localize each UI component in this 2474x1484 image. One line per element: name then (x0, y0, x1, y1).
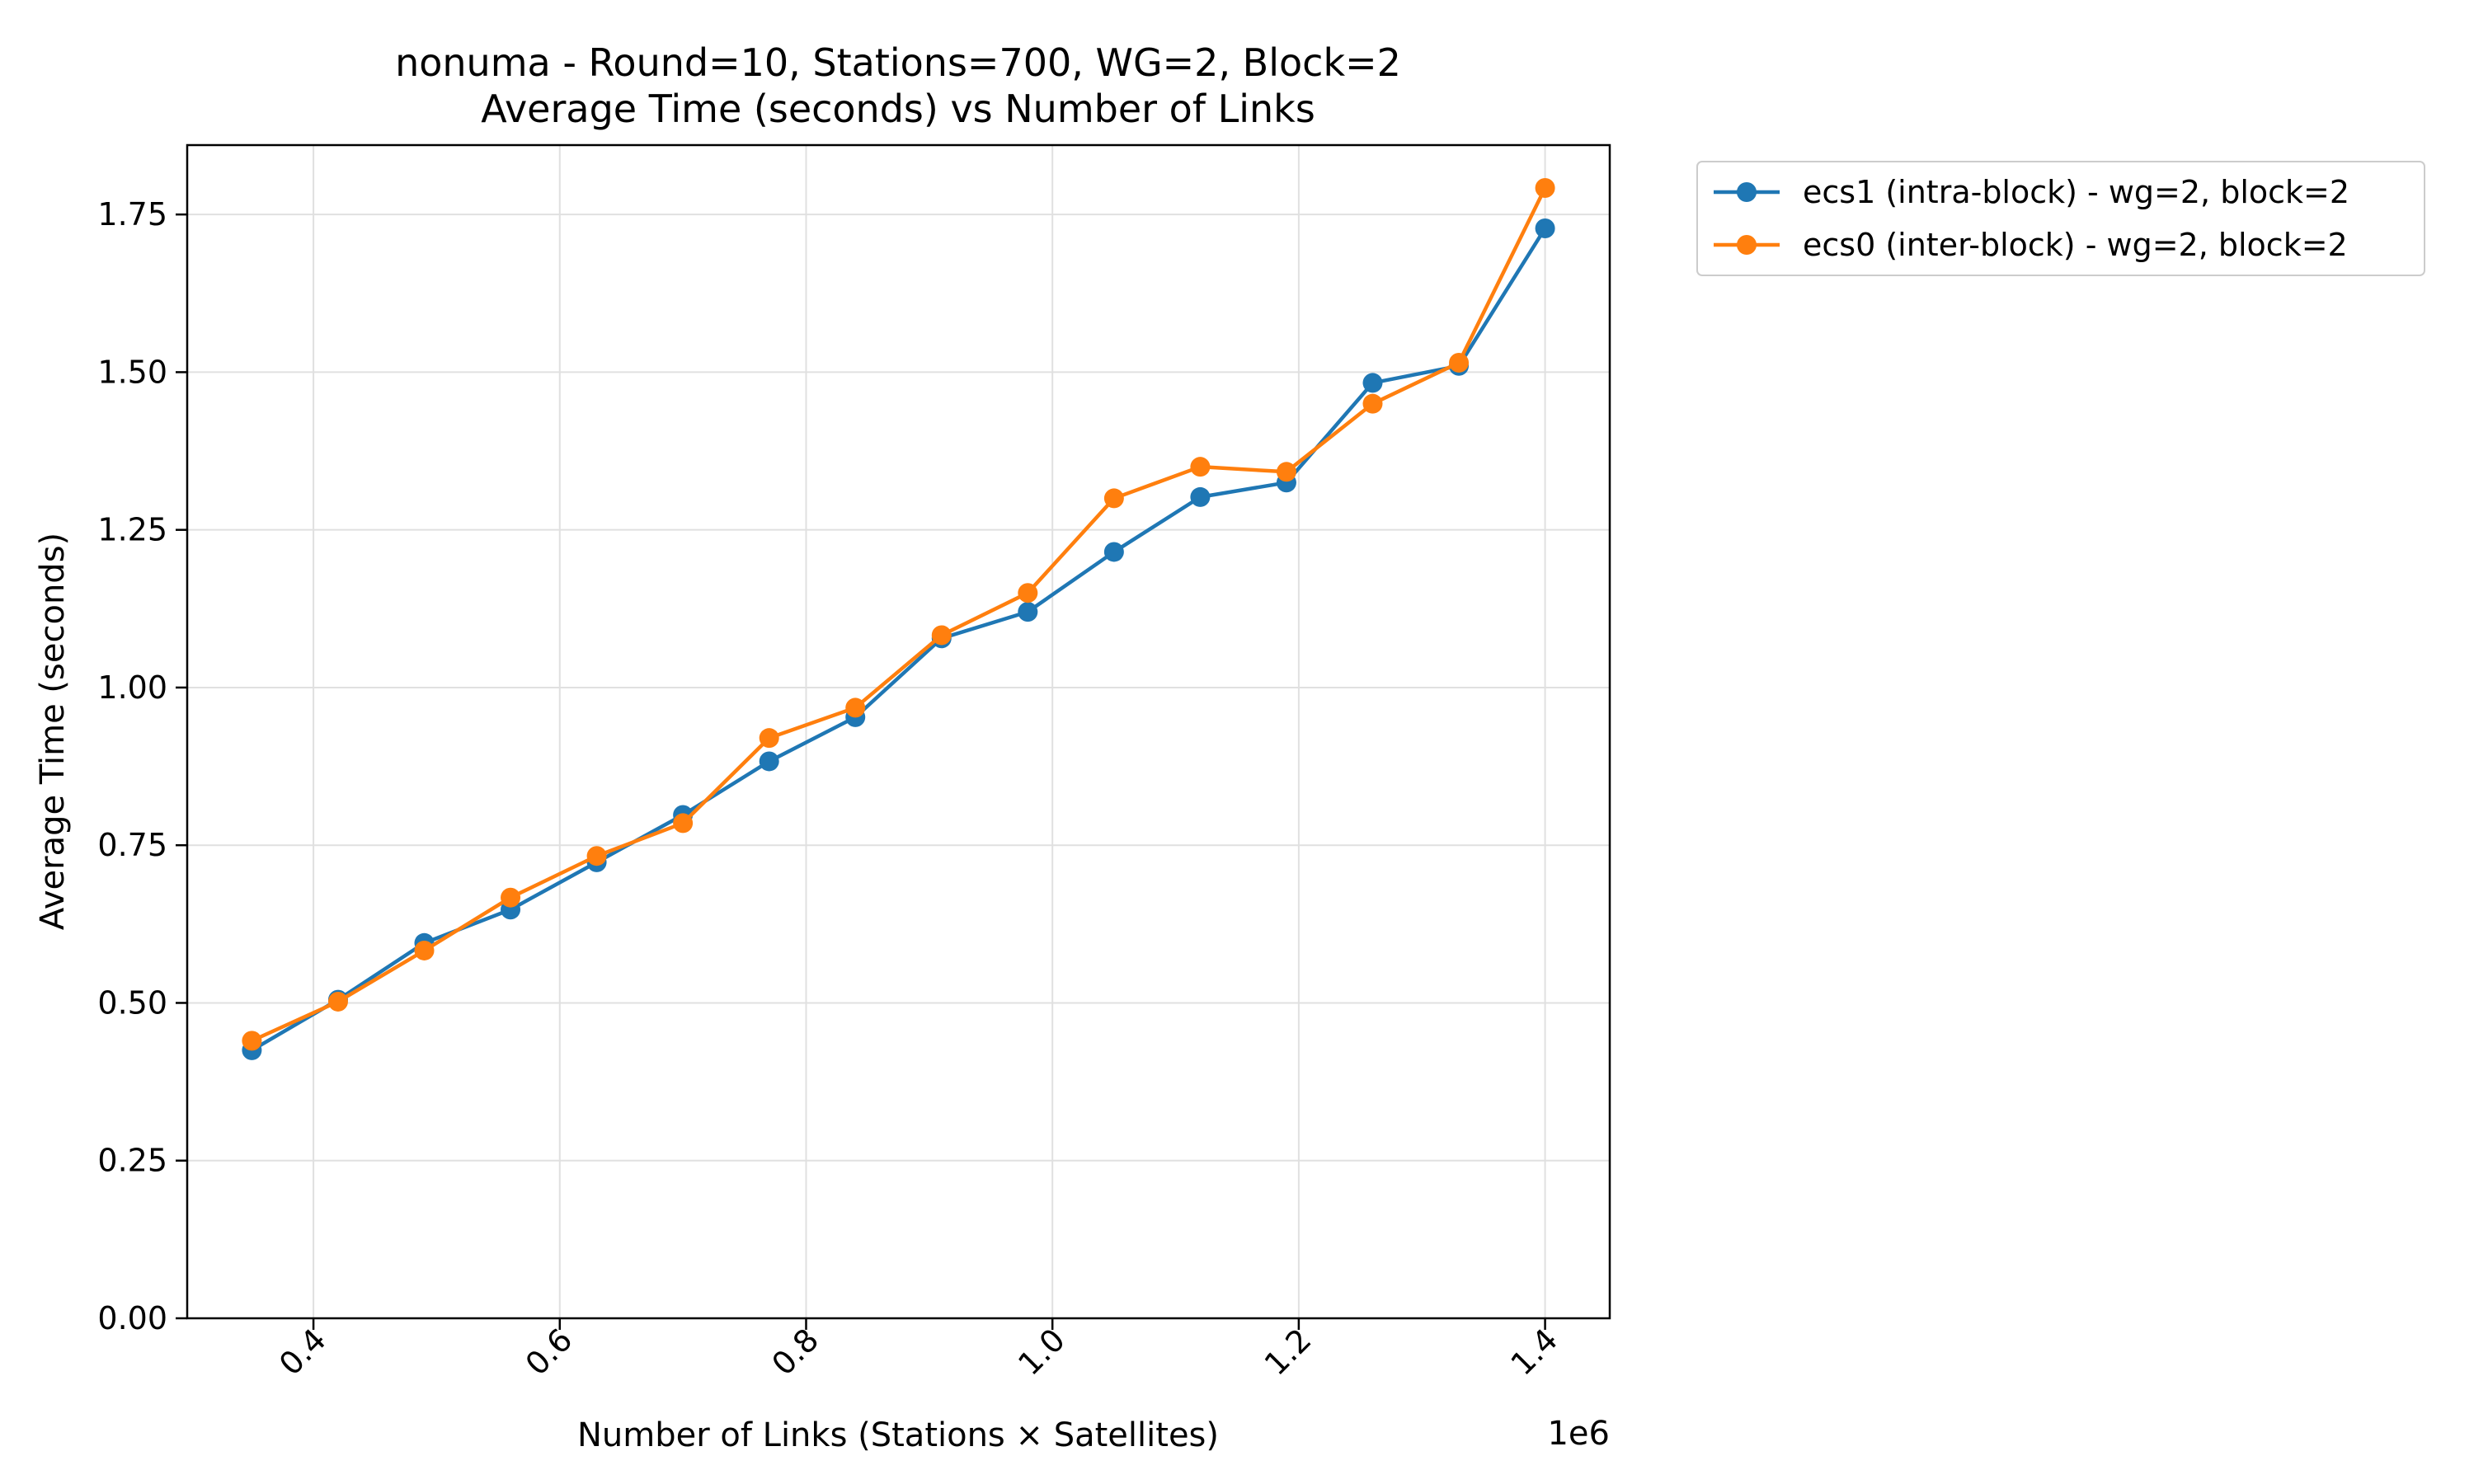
y-tick-label: 1.50 (97, 354, 167, 390)
legend-items: ecs1 (intra-block) - wg=2, block=2 ecs0 (… (1714, 174, 2349, 263)
series-line (251, 187, 1547, 1043)
data-point (586, 846, 607, 866)
legend-marker (1737, 235, 1757, 255)
y-tick-label: 0.25 (97, 1143, 167, 1179)
legend-marker (1737, 182, 1757, 202)
y-tick-label: 0.50 (97, 984, 167, 1021)
x-axis-offset-label: 1e6 (1547, 1415, 1610, 1453)
data-point (1018, 583, 1038, 603)
x-tick-label: 0.6 (519, 1322, 580, 1383)
data-point (242, 1031, 262, 1051)
chart-title: nonuma - Round=10, Stations=700, WG=2, B… (395, 40, 1401, 85)
data-point (845, 697, 866, 718)
grid-lines (187, 145, 1610, 1319)
series-layer (242, 178, 1555, 1060)
y-tick-label: 0.75 (97, 827, 167, 863)
x-tick-label: 0.4 (272, 1322, 333, 1383)
chart-subtitle: Average Time (seconds) vs Number of Link… (481, 87, 1315, 131)
y-tick-label: 1.25 (97, 512, 167, 548)
plot-area-frame (186, 143, 1611, 1320)
legend-box (1696, 161, 2425, 276)
y-axis-label: Average Time (seconds) (34, 533, 72, 930)
series-0 (242, 218, 1555, 1060)
x-tick-label: 1.4 (1503, 1322, 1564, 1383)
data-point (1103, 488, 1124, 509)
data-point (501, 887, 521, 908)
data-point (759, 751, 779, 772)
series-1 (242, 178, 1555, 1051)
y-tick-label: 1.00 (97, 669, 167, 706)
legend-item: ecs1 (intra-block) - wg=2, block=2 (1714, 174, 2349, 210)
legend-label: ecs1 (intra-block) - wg=2, block=2 (1803, 174, 2349, 210)
data-point (414, 940, 435, 960)
data-point (673, 813, 694, 834)
x-tick-label: 1.2 (1258, 1322, 1319, 1383)
y-tick-label: 0.00 (97, 1300, 167, 1336)
data-point (931, 625, 952, 646)
series-line (251, 227, 1547, 1052)
axes: 0.4 0.6 0.8 1.0 1.2 1.4 0.00 0.25 0.50 0.75 1.00 1.… (97, 196, 1564, 1383)
data-point (759, 728, 779, 749)
data-point (1362, 393, 1383, 414)
y-tick-label: 1.75 (97, 196, 167, 232)
data-point (1449, 352, 1470, 373)
data-point (1190, 457, 1211, 477)
data-point (327, 991, 348, 1012)
data-point (1362, 373, 1383, 393)
legend-item: ecs0 (inter-block) - wg=2, block=2 (1714, 227, 2348, 263)
data-point (1103, 542, 1124, 562)
x-tick-label: 1.0 (1011, 1322, 1072, 1383)
data-point (1018, 602, 1038, 622)
data-point (1190, 486, 1211, 507)
legend: ecs1 (intra-block) - wg=2, block=2 ecs0 (… (1696, 161, 2425, 276)
legend-label: ecs0 (inter-block) - wg=2, block=2 (1803, 227, 2348, 263)
data-point (1535, 218, 1555, 238)
data-point (1535, 178, 1555, 199)
x-tick-label: 0.8 (764, 1322, 825, 1383)
data-point (1276, 462, 1296, 482)
x-axis-label: Number of Links (Stations × Satellites) (577, 1416, 1219, 1454)
